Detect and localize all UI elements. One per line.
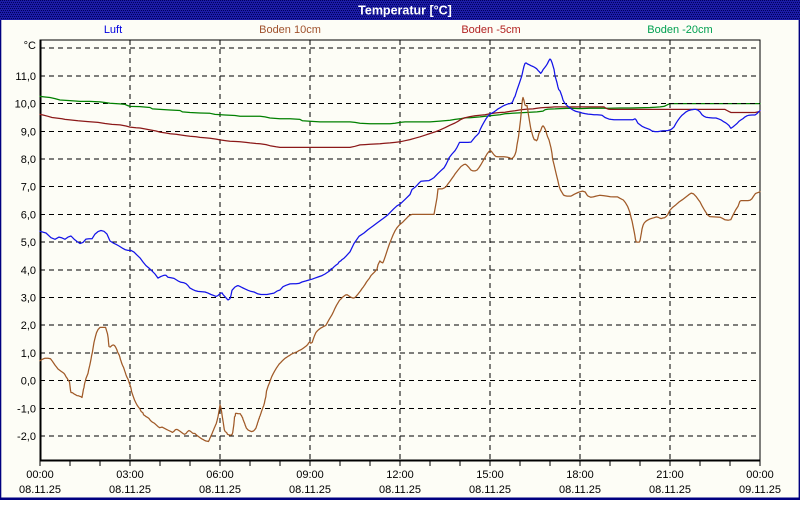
svg-text:-1,0: -1,0 — [17, 403, 36, 415]
svg-text:0,0: 0,0 — [21, 376, 36, 388]
svg-text:08.11.25: 08.11.25 — [19, 484, 61, 496]
svg-text:Temperatur [°C]: Temperatur [°C] — [358, 4, 452, 18]
svg-text:Luft: Luft — [104, 24, 122, 36]
svg-text:1,0: 1,0 — [21, 348, 36, 360]
svg-text:03:00: 03:00 — [116, 469, 144, 481]
svg-text:4,0: 4,0 — [21, 265, 36, 277]
svg-text:08.11.25: 08.11.25 — [649, 484, 691, 496]
svg-text:00:00: 00:00 — [26, 469, 54, 481]
svg-text:08.11.25: 08.11.25 — [559, 484, 601, 496]
svg-text:6,0: 6,0 — [21, 209, 36, 221]
svg-text:09.11.25: 09.11.25 — [739, 484, 781, 496]
svg-text:11,0: 11,0 — [15, 71, 36, 83]
svg-text:06:00: 06:00 — [206, 469, 234, 481]
svg-text:8,0: 8,0 — [21, 154, 36, 166]
svg-text:-2,0: -2,0 — [17, 431, 36, 443]
svg-text:10,0: 10,0 — [15, 99, 36, 111]
svg-text:08.11.25: 08.11.25 — [199, 484, 241, 496]
svg-text:Boden -20cm: Boden -20cm — [647, 24, 712, 36]
svg-text:08.11.25: 08.11.25 — [469, 484, 511, 496]
svg-text:08.11.25: 08.11.25 — [379, 484, 421, 496]
svg-text:08.11.25: 08.11.25 — [109, 484, 151, 496]
svg-text:Boden 10cm: Boden 10cm — [259, 24, 321, 36]
svg-text:18:00: 18:00 — [566, 469, 594, 481]
svg-text:Boden -5cm: Boden -5cm — [461, 24, 520, 36]
svg-text:2,0: 2,0 — [21, 320, 36, 332]
svg-text:12:00: 12:00 — [386, 469, 414, 481]
svg-text:21:00: 21:00 — [656, 469, 684, 481]
svg-text:9,0: 9,0 — [21, 126, 36, 138]
svg-text:15:00: 15:00 — [476, 469, 504, 481]
svg-text:°C: °C — [24, 40, 36, 52]
svg-text:5,0: 5,0 — [21, 237, 36, 249]
svg-text:00:00: 00:00 — [746, 469, 774, 481]
svg-text:7,0: 7,0 — [21, 182, 36, 194]
svg-text:09:00: 09:00 — [296, 469, 324, 481]
svg-text:3,0: 3,0 — [21, 293, 36, 305]
svg-text:08.11.25: 08.11.25 — [289, 484, 331, 496]
